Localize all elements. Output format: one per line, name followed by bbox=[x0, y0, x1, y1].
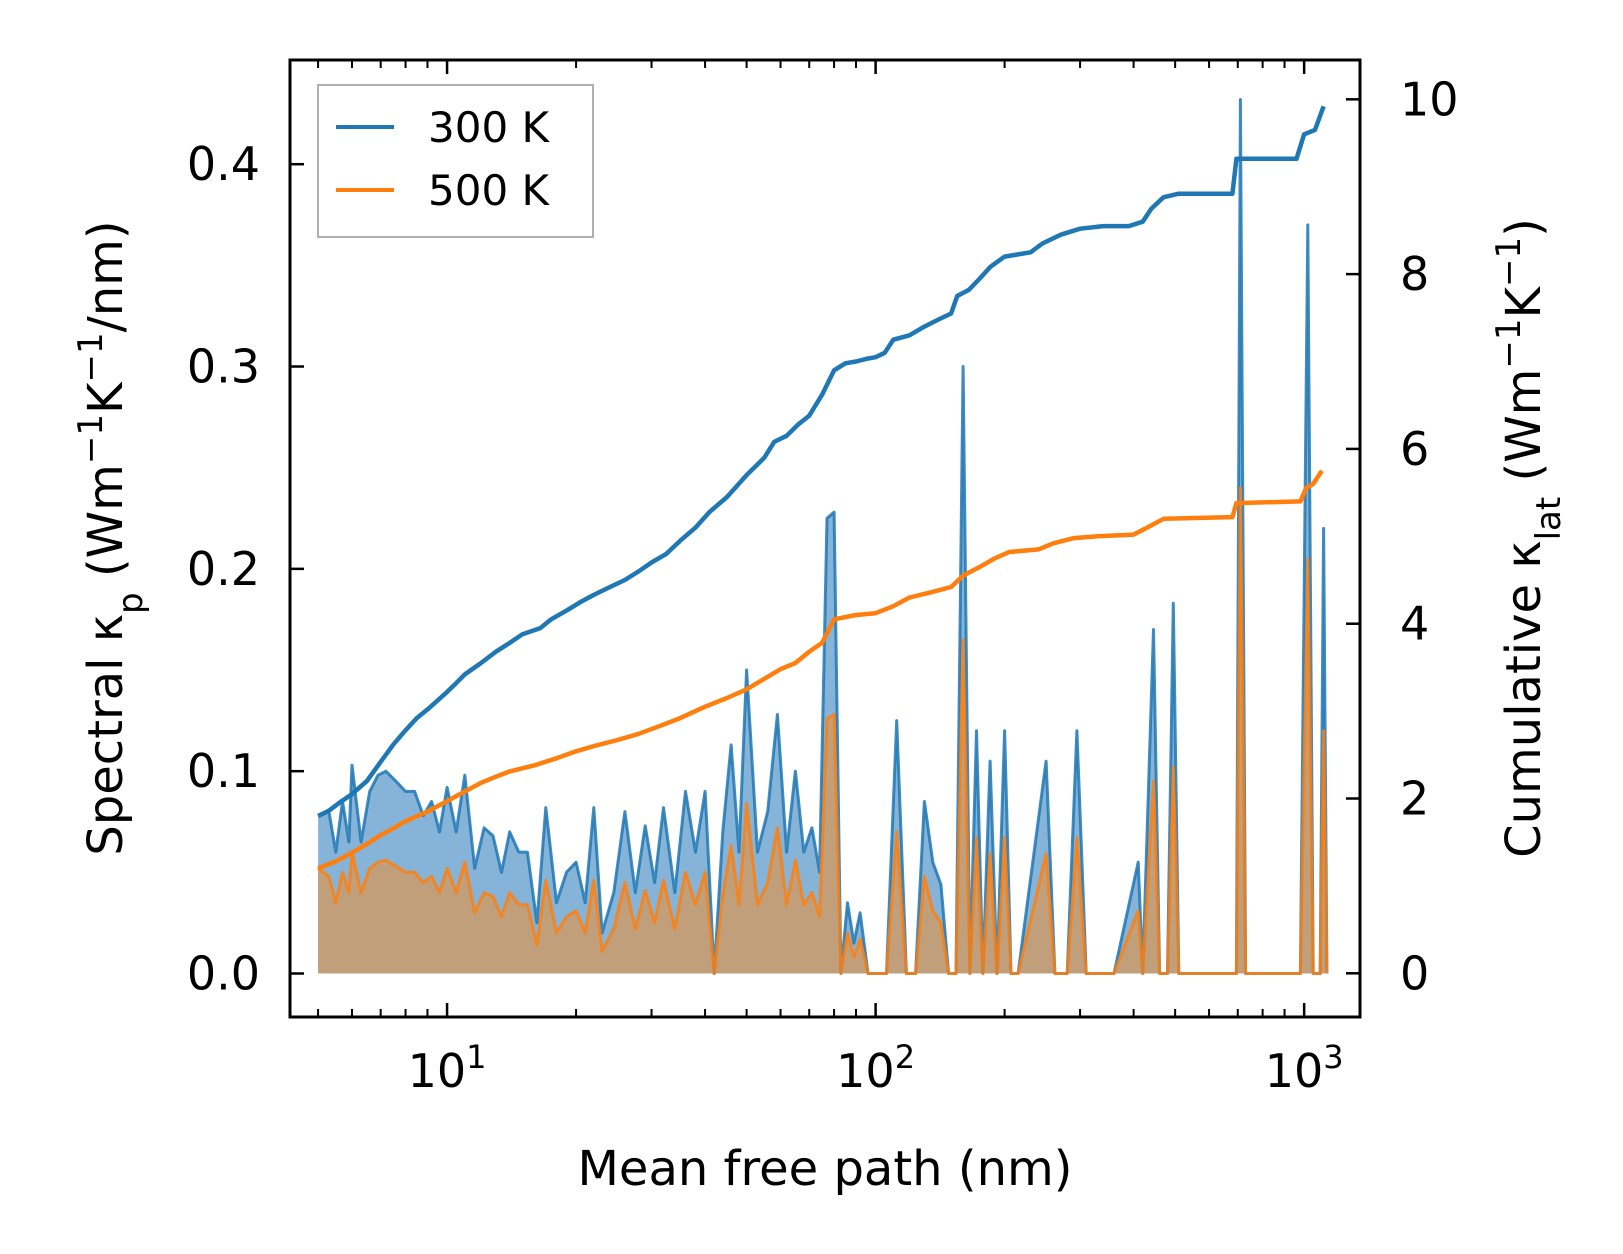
legend-label-300k: 300 K bbox=[428, 103, 551, 152]
x-tick-label: 102 bbox=[836, 1038, 915, 1098]
cumulative-line-500k bbox=[317, 469, 1324, 871]
y-left-tick-label: 0.3 bbox=[187, 340, 260, 394]
cumulative-lines bbox=[317, 105, 1326, 871]
y-left-tick-label: 0.1 bbox=[187, 744, 260, 798]
y-right-tick-label: 0 bbox=[1400, 946, 1429, 1000]
x-axis-label: Mean free path (nm) bbox=[578, 1141, 1073, 1197]
legend-box bbox=[317, 84, 594, 238]
y-axis-left-label: Spectral κp (Wm−1K−1/nm) bbox=[71, 220, 151, 855]
y-axis-right-label: Cumulative κlat (Wm−1K−1) bbox=[1489, 218, 1569, 858]
y-right-tick-label: 10 bbox=[1400, 72, 1459, 126]
y-right-tick-label: 6 bbox=[1400, 422, 1429, 476]
cumulative-line-300k bbox=[317, 105, 1326, 819]
x-tick-label: 103 bbox=[1265, 1038, 1344, 1098]
y-right-tick-label: 4 bbox=[1400, 597, 1429, 651]
y-right-tick-label: 8 bbox=[1400, 247, 1429, 301]
x-tick-label: 101 bbox=[408, 1038, 487, 1098]
legend-label-500k: 500 K bbox=[428, 166, 551, 215]
plot-area-frame bbox=[288, 58, 1362, 1019]
spectral-line-500k bbox=[317, 486, 1329, 975]
axis-tick-labels: 101 102 103 0.0 0.1 0.2 0.3 0.4 0 2 4 6 8 10 bbox=[187, 72, 1459, 1098]
axis-ticks bbox=[290, 60, 1360, 1017]
y-left-tick-label: 0.0 bbox=[187, 947, 260, 1001]
y-right-tick-label: 2 bbox=[1400, 772, 1429, 826]
legend: 300 K 500 K bbox=[317, 84, 594, 238]
y-left-tick-label: 0.4 bbox=[187, 137, 260, 191]
y-left-tick-label: 0.2 bbox=[187, 542, 260, 596]
